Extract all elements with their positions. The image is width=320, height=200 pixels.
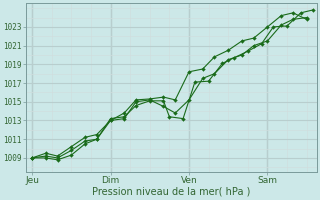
X-axis label: Pression niveau de la mer( hPa ): Pression niveau de la mer( hPa ) <box>92 187 251 197</box>
